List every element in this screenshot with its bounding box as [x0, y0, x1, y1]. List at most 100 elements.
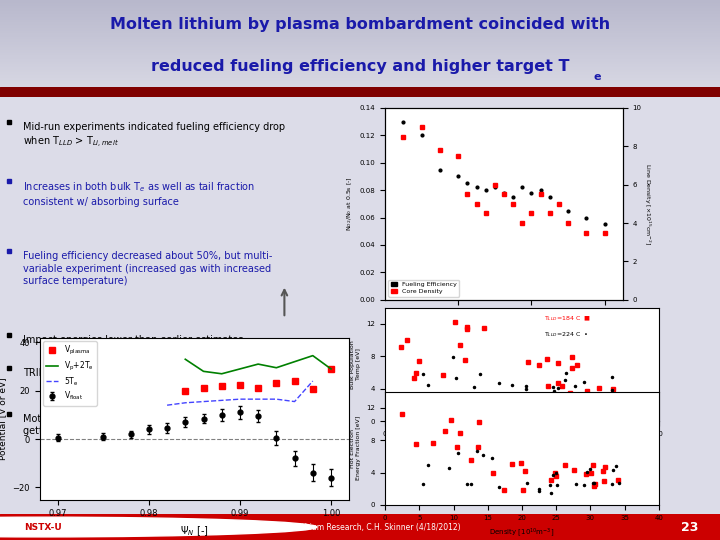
Bar	[0, 60, 720, 62]
Bar	[0, 7, 720, 8]
Bar	[0, 49, 720, 50]
V$_\mathregular{p}$+2T$_\mathregular{e}$	[235, 366, 244, 372]
V$_\mathregular{p}$+2T$_\mathregular{e}$	[254, 361, 263, 367]
Bar	[0, 71, 720, 72]
Bar	[0, 42, 720, 43]
5T$_\mathregular{e}$	[290, 399, 299, 405]
5T$_\mathregular{e}$	[199, 399, 208, 405]
V$_\mathregular{p}$+2T$_\mathregular{e}$	[290, 359, 299, 365]
Bar	[0, 34, 720, 35]
Bar	[0, 66, 720, 67]
Circle shape	[0, 517, 317, 537]
Bar	[0, 36, 720, 37]
Bar	[0, 18, 720, 19]
Bar	[0, 2, 720, 3]
Bar	[0, 28, 720, 29]
Text: Mid-Run: Mid-Run	[261, 350, 307, 361]
5T$_\mathregular{e}$	[235, 396, 244, 402]
Bar	[0, 63, 720, 64]
Bar	[0, 65, 720, 66]
Bar	[0, 79, 720, 80]
Bar	[0, 19, 720, 21]
Bar	[0, 88, 720, 89]
Y-axis label: Line Density [$\times$10$^{15}$cm$^{-2}$]: Line Density [$\times$10$^{15}$cm$^{-2}$…	[642, 163, 652, 245]
Bar	[0, 56, 720, 57]
Bar	[0, 76, 720, 77]
Bar	[0, 43, 720, 44]
Bar	[0, 68, 720, 69]
Bar	[0, 44, 720, 45]
Bar	[0, 50, 720, 51]
Bar	[0, 57, 720, 58]
V$_\mathregular{plasma}$	[272, 380, 281, 387]
Text: Motivates flowing system to mitigate continual
gettering during vacuum exposure: Motivates flowing system to mitigate con…	[23, 414, 253, 436]
Bar	[0, 38, 720, 39]
Y-axis label: Hot Electron
Energy Fraction [eV]: Hot Electron Energy Fraction [eV]	[350, 416, 361, 480]
Bar	[0, 6, 720, 7]
Line: V$_\mathregular{p}$+2T$_\mathregular{e}$: V$_\mathregular{p}$+2T$_\mathregular{e}$	[185, 356, 331, 374]
Bar	[0, 78, 720, 79]
X-axis label: T$_{LLD, DBIR 0.5-0.6s}$[C]: T$_{LLD, DBIR 0.5-0.6s}$[C]	[475, 321, 533, 329]
Legend: Fueling Efficiency, Core Density: Fueling Efficiency, Core Density	[388, 280, 459, 296]
Bar	[0, 74, 720, 75]
Y-axis label: Potential [V or eV]: Potential [V or eV]	[0, 377, 6, 460]
V$_\mathregular{plasma}$	[254, 385, 263, 392]
Text: TRIM runs indicate little penetration: TRIM runs indicate little penetration	[23, 368, 199, 378]
Y-axis label: N$_{D2}$/N$_0$ at 0.5s [-]: N$_{D2}$/N$_0$ at 0.5s [-]	[346, 177, 354, 231]
V$_\mathregular{plasma}$	[181, 388, 189, 394]
Text: T$_{LLD}$=224 C  $\bullet$: T$_{LLD}$=224 C $\bullet$	[544, 330, 588, 339]
Line: V$_\mathregular{plasma}$: V$_\mathregular{plasma}$	[182, 366, 334, 394]
Bar	[0, 32, 720, 33]
Bar	[0, 72, 720, 73]
Bar	[0, 9, 720, 10]
V$_\mathregular{plasma}$	[199, 385, 208, 392]
Bar	[0, 40, 720, 41]
Bar	[0, 67, 720, 68]
5T$_\mathregular{e}$	[254, 396, 263, 402]
Bar	[0, 16, 720, 17]
Bar	[0, 35, 720, 36]
Text: Impact energies lower than earlier estimates: Impact energies lower than earlier estim…	[23, 335, 243, 345]
V$_\mathregular{p}$+2T$_\mathregular{e}$	[272, 364, 281, 371]
Bar	[0, 83, 720, 84]
Bar	[0, 12, 720, 14]
V$_\mathregular{plasma}$	[327, 366, 336, 372]
Bar	[0, 22, 720, 23]
Text: Mid-run experiments indicated fueling efficiency drop
when T$_{LLD}$ > T$_{Li,me: Mid-run experiments indicated fueling ef…	[23, 122, 285, 151]
Bar	[0, 82, 720, 83]
V$_\mathregular{plasma}$	[217, 383, 226, 389]
Text: 23: 23	[681, 521, 698, 534]
Bar	[0, 17, 720, 18]
Text: Molten lithium by plasma bombardment coincided with: Molten lithium by plasma bombardment coi…	[110, 17, 610, 32]
Bar	[0, 87, 720, 88]
Bar	[0, 39, 720, 40]
Bar	[0, 26, 720, 28]
Bar	[0, 51, 720, 52]
Bar	[0, 25, 720, 26]
Bar	[0, 53, 720, 55]
Text: M.A. Jaworski, et al., Fusion Eng. Des. 2012, in press.: M.A. Jaworski, et al., Fusion Eng. Des. …	[385, 488, 596, 497]
Text: Fueling efficiency decreased about 50%, but multi-
variable experiment (increase: Fueling efficiency decreased about 50%, …	[23, 252, 272, 286]
Text: PAC 31 – Lithium Research, C.H. Skinner (4/18/2012): PAC 31 – Lithium Research, C.H. Skinner …	[260, 523, 460, 531]
5T$_\mathregular{e}$	[181, 400, 189, 406]
Text: e: e	[593, 72, 600, 82]
Bar	[0, 52, 720, 53]
V$_\mathregular{p}$+2T$_\mathregular{e}$	[308, 353, 317, 359]
Bar	[0, 23, 720, 24]
Bar	[0, 86, 720, 87]
V$_\mathregular{p}$+2T$_\mathregular{e}$	[199, 368, 208, 375]
V$_\mathregular{plasma}$	[235, 381, 244, 388]
Bar	[0, 33, 720, 34]
Legend: V$_\mathregular{plasma}$, V$_\mathregular{p}$+2T$_\mathregular{e}$, 5T$_\mathreg: V$_\mathregular{plasma}$, V$_\mathregula…	[43, 341, 97, 406]
5T$_\mathregular{e}$	[217, 397, 226, 403]
Bar	[0, 46, 720, 47]
Bar	[0, 29, 720, 30]
Bar	[0, 8, 720, 9]
Bar	[0, 5, 720, 6]
V$_\mathregular{plasma}$	[290, 378, 299, 384]
Bar	[0, 14, 720, 15]
5T$_\mathregular{e}$	[272, 396, 281, 402]
Bar	[0, 30, 720, 31]
V$_\mathregular{plasma}$	[308, 386, 317, 393]
Y-axis label: Bulk Population
Temp [eV]: Bulk Population Temp [eV]	[350, 340, 361, 389]
